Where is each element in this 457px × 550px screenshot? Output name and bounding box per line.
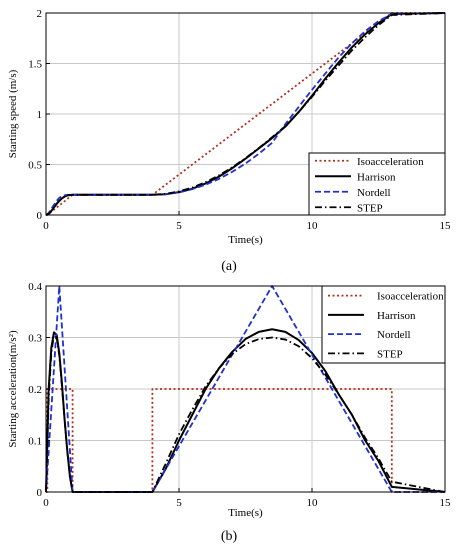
legend-box <box>321 285 446 364</box>
y-axis-label: Starting speed (m/s) <box>7 69 19 158</box>
legend: Isoacceleration Harrison Nordell STEP <box>321 285 446 364</box>
y-tick-label: 0 <box>37 210 43 222</box>
x-tick-label: 5 <box>176 220 182 232</box>
y-tick-label: 2 <box>37 8 43 20</box>
legend-entry: Harrison <box>377 310 416 322</box>
series-line-step <box>45 12 446 216</box>
y-tick-label: 0 <box>37 487 43 499</box>
y-tick-label: 0.3 <box>28 333 42 345</box>
y-tick-label: 1 <box>37 109 43 121</box>
x-axis-label: Time(s) <box>228 507 263 519</box>
legend-entry: STEP <box>377 348 403 360</box>
x-tick-label: 0 <box>43 497 49 509</box>
y-tick-label: 0.2 <box>28 384 42 396</box>
x-tick-label: 15 <box>440 497 452 509</box>
x-tick-label: 10 <box>307 220 319 232</box>
y-axis-label: Starting acceleration(m/s²) <box>7 330 19 448</box>
x-tick-label: 10 <box>307 497 319 509</box>
legend-entry: Isoacceleration <box>357 156 424 168</box>
y-tick-label: 0.5 <box>28 160 42 172</box>
panel-caption: (a) <box>221 259 237 274</box>
x-tick-label: 15 <box>440 220 452 232</box>
y-tick-label: 0.1 <box>28 436 42 448</box>
legend-entry: Nordell <box>357 187 391 199</box>
y-tick-label: 1.5 <box>28 59 42 71</box>
series-line-step <box>45 334 446 493</box>
legend-entry: Nordell <box>377 329 411 341</box>
x-axis-label: Time(s) <box>228 234 263 246</box>
series-line-nordell <box>45 12 446 216</box>
panel-caption: (b) <box>221 529 238 544</box>
legend-entry: Harrison <box>357 171 396 183</box>
legend-box <box>308 152 446 216</box>
chart-a: 0 5 10 15 0 0.5 1 1.5 2 Time(s) Starting speed (m/… <box>7 8 451 274</box>
legend-entry: STEP <box>357 202 383 214</box>
y-tick-label: 0.4 <box>28 281 42 293</box>
legend: Isoacceleration Harrison Nordell STEP <box>308 152 446 216</box>
x-tick-label: 5 <box>176 497 182 509</box>
x-tick-label: 0 <box>43 220 49 232</box>
legend-entry: Isoacceleration <box>377 291 444 303</box>
chart-b: 0 5 10 15 0 0.1 0.2 0.3 0.4 Time(s) Starting accel… <box>7 281 451 544</box>
